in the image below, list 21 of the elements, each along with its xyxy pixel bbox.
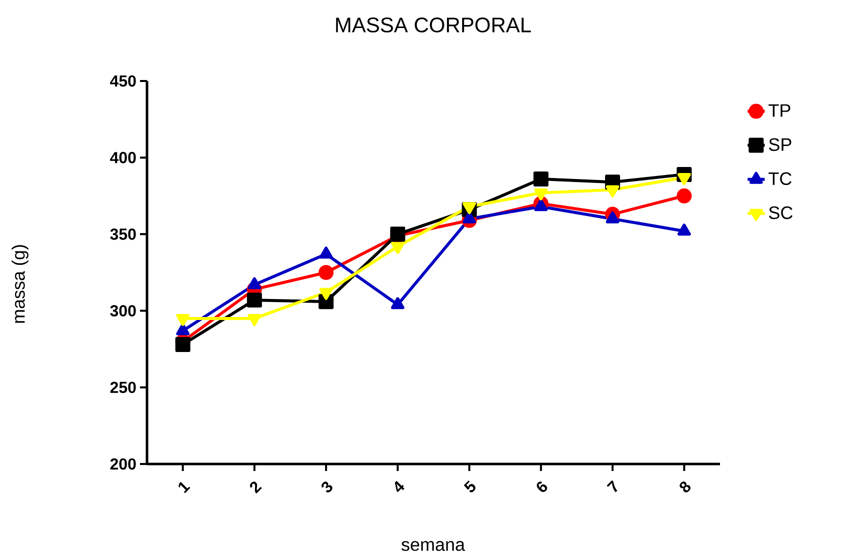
y-tick-label: 450 <box>110 75 136 87</box>
x-axis-title: semana <box>401 541 466 551</box>
y-tick-label: 350 <box>110 228 136 240</box>
legend-label: SC <box>769 206 793 220</box>
y-axis-title: massa (g) <box>12 245 28 323</box>
legend-label: TP <box>768 104 790 117</box>
x-tick-label: 7 <box>606 480 618 492</box>
chart-title: MASSA CORPORAL <box>336 18 531 32</box>
x-tick-label: 2 <box>250 482 262 494</box>
y-tick-label: 250 <box>110 382 136 394</box>
x-tick-label: 6 <box>536 482 548 492</box>
x-tick-label: 5 <box>464 480 476 492</box>
y-tick-label: 200 <box>110 458 136 470</box>
x-tick-label: 8 <box>680 482 691 492</box>
y-tick-label: 400 <box>110 152 136 164</box>
x-tick-label: 4 <box>394 480 404 492</box>
legend-label: TC <box>768 172 792 186</box>
x-tick-label: 3 <box>322 482 332 492</box>
legend-label: SP <box>769 138 792 151</box>
x-tick-label: 1 <box>178 482 190 494</box>
y-tick-label: 300 <box>110 305 136 316</box>
